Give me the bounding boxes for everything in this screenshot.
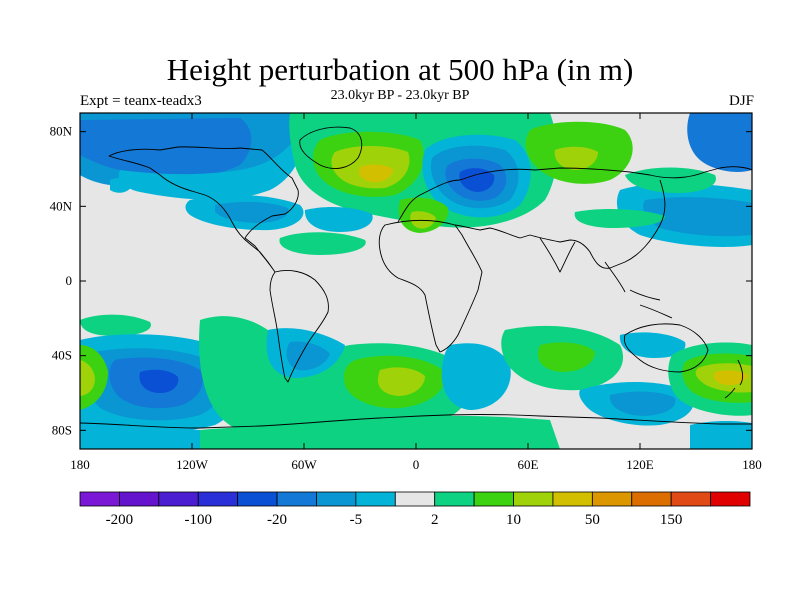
contour-north-america-mid xyxy=(215,201,289,223)
contour-south-pacific-core xyxy=(139,369,179,393)
contour-south-indian-lime xyxy=(537,342,595,372)
contour-south-pacific-green xyxy=(80,314,151,336)
contour-south-atlantic-yellow xyxy=(377,367,425,396)
lat-tick-label: 40S xyxy=(52,348,72,363)
colorbar-swatch xyxy=(631,491,672,507)
coastline-new-zealand xyxy=(724,359,744,399)
contour-north-pacific-cyan xyxy=(118,113,306,200)
contour-northeast-asia-mid xyxy=(643,197,752,237)
lon-tick-label: 60E xyxy=(518,457,539,472)
map-subtitle: 23.0kyr BP - 23.0kyr BP xyxy=(330,88,470,103)
contour-north-atlantic-gold xyxy=(358,164,393,183)
lon-tick-label: 180 xyxy=(70,457,90,472)
colorbar-label: -100 xyxy=(184,512,212,528)
lon-tick-label: 180 xyxy=(742,457,762,472)
coastline-greenland xyxy=(299,126,363,169)
contour-northeast-asia-blue xyxy=(687,113,752,172)
colorbar-swatch xyxy=(237,491,278,507)
colorbar-swatch xyxy=(355,491,396,507)
contour-australia-cyan xyxy=(619,332,686,358)
colorbar-swatch xyxy=(434,491,475,507)
coastline-southeast-asia xyxy=(604,261,673,319)
lon-tick-label: 120W xyxy=(176,457,209,472)
coastline-south-america xyxy=(269,269,329,383)
colorbar-swatch xyxy=(710,491,751,507)
contour-southwest-pacific-yellow xyxy=(80,360,95,396)
coastline-africa xyxy=(378,220,483,353)
contour-eurasia-core xyxy=(459,168,495,192)
colorbar-label: 50 xyxy=(585,512,600,528)
colorbar-label: 2 xyxy=(431,512,439,528)
colorbar-label: -20 xyxy=(267,512,287,528)
experiment-label: Expt = teanx-teadx3 xyxy=(80,93,202,109)
colorbar-swatch xyxy=(79,491,120,507)
contour-north-atlantic-cyan xyxy=(304,206,373,232)
colorbar-label: -200 xyxy=(106,512,134,528)
lon-tick-label: 60W xyxy=(291,457,317,472)
colorbar-label: -5 xyxy=(350,512,363,528)
coastline-australia xyxy=(623,323,709,373)
season-label: DJF xyxy=(728,93,754,109)
contour-south-indian-cyan xyxy=(441,343,511,410)
contour-indian-ocean-green xyxy=(574,208,665,228)
colorbar-swatch xyxy=(394,491,436,507)
lon-tick-label: 0 xyxy=(413,457,420,472)
contour-northeast-asia-green xyxy=(625,167,716,193)
contour-siberia-yellow xyxy=(554,146,598,170)
coastlines xyxy=(80,126,752,429)
colorbar-label: 10 xyxy=(506,512,521,528)
colorbar-label: 150 xyxy=(660,512,683,528)
coastline-india xyxy=(539,237,576,273)
lat-tick-label: 0 xyxy=(66,273,73,288)
contour-new-zealand-gold xyxy=(713,370,748,386)
colorbar-swatch xyxy=(119,491,160,507)
contour-caribbean-green xyxy=(279,232,366,255)
colorbar-swatch xyxy=(552,491,593,507)
lon-tick-label: 120E xyxy=(626,457,654,472)
contour-north-pacific-inner xyxy=(80,118,252,177)
contour-antarctic-green xyxy=(200,415,560,449)
coastline-north-america xyxy=(108,146,299,273)
coastline-europe-asia xyxy=(397,166,752,269)
colorbar-swatch xyxy=(670,491,711,507)
contour-southeast-indian-mid xyxy=(609,391,676,416)
contour-south-atlantic-blue xyxy=(286,341,330,371)
contour-antarctic-cyan-west xyxy=(80,420,200,449)
colorbar-swatch xyxy=(197,491,239,507)
contour-mediterranean-yellow xyxy=(410,211,436,229)
colorbar-swatch xyxy=(316,491,357,507)
colorbar-swatch xyxy=(276,491,317,507)
colorbar-swatch xyxy=(591,491,633,507)
lat-tick-label: 80N xyxy=(50,124,73,139)
lat-tick-label: 80S xyxy=(52,422,72,437)
contour-gulf-cyan xyxy=(110,178,132,193)
axis-ticks: 80N 40N 0 40S 80S 180 120W 60W 0 60E 120E 180 xyxy=(50,113,762,472)
colorbar: -200 -100 -20 -5 2 10 50 150 xyxy=(79,491,751,528)
colorbar-swatch xyxy=(158,491,199,507)
colorbar-swatch xyxy=(513,491,554,507)
contour-field xyxy=(80,113,752,449)
contour-antarctic-cyan-east xyxy=(690,420,752,449)
lat-tick-label: 40N xyxy=(50,198,73,213)
colorbar-swatch xyxy=(473,491,514,507)
coastline-antarctica xyxy=(80,414,752,429)
map-title: Height perturbation at 500 hPa (in m) xyxy=(166,52,634,87)
